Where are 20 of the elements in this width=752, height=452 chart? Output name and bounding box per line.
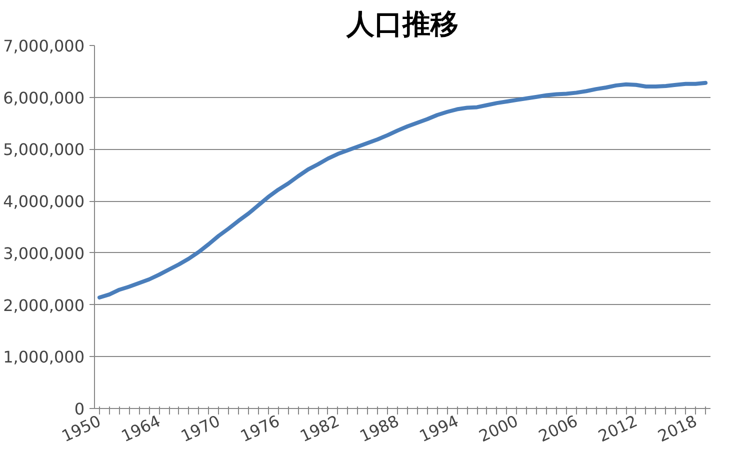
x-tick-label: 2000 (476, 411, 521, 446)
x-tick-label: 1976 (238, 411, 283, 446)
x-tick-label: 2012 (595, 411, 640, 446)
y-tick-label: 3,000,000 (3, 244, 85, 263)
x-tick-label: 1988 (356, 411, 402, 446)
y-tick-label: 7,000,000 (3, 36, 85, 56)
y-tick-label: 1,000,000 (3, 348, 85, 367)
chart-title: 人口推移 (346, 8, 458, 40)
y-tick-label: 4,000,000 (3, 192, 85, 212)
y-tick-label: 2,000,000 (3, 296, 85, 315)
x-tick-label: 2018 (654, 411, 700, 446)
x-tick-label: 1994 (416, 411, 462, 446)
x-tick-label: 1970 (178, 411, 223, 446)
x-tick-label: 2006 (536, 411, 581, 446)
y-tick-label: 5,000,000 (3, 140, 85, 160)
y-tick-label: 0 (74, 400, 85, 418)
line-series (97, 80, 708, 300)
x-tick-label: 1964 (118, 411, 164, 446)
y-tick-label: 6,000,000 (3, 88, 85, 108)
x-tick-label: 1982 (297, 411, 342, 446)
